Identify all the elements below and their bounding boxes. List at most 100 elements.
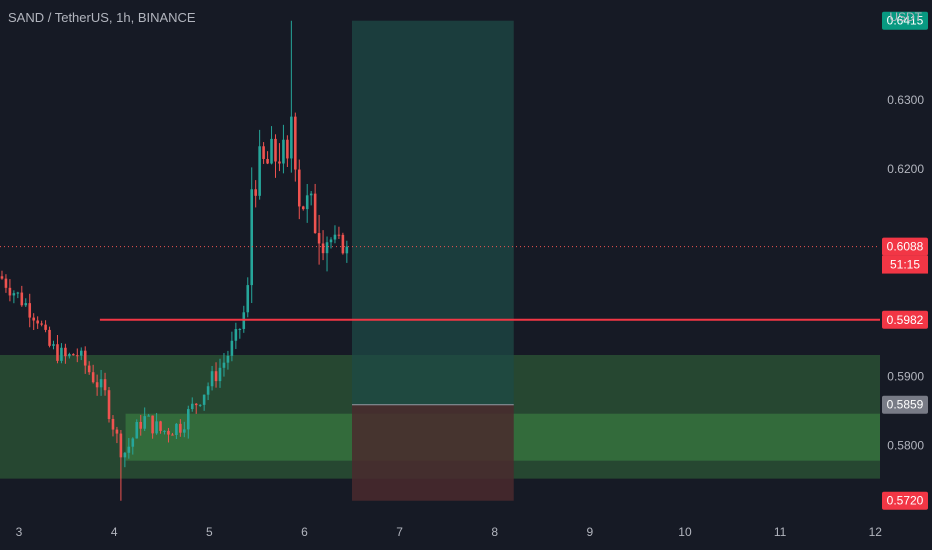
candle-body <box>83 350 87 366</box>
candle-body <box>301 206 305 210</box>
candle-body <box>309 193 313 196</box>
candle-body <box>79 350 83 356</box>
candle-body <box>36 320 39 324</box>
price-tag-label: 0.5859 <box>887 398 924 412</box>
candle-body <box>143 416 146 429</box>
price-tag <box>882 310 928 329</box>
candle-body <box>147 415 150 417</box>
candle-body <box>218 367 222 382</box>
candlesticks <box>0 20 349 501</box>
candle-body <box>278 161 281 164</box>
candle-body <box>12 293 16 296</box>
candle-body <box>187 409 190 430</box>
price-tag <box>882 491 928 510</box>
candle-body <box>40 323 43 325</box>
candle-body <box>313 193 317 234</box>
candle-body <box>127 446 131 453</box>
candle-body <box>175 423 178 436</box>
candle-body <box>274 138 277 162</box>
x-tick-label: 5 <box>206 525 213 539</box>
x-tick-label: 9 <box>586 525 593 539</box>
candle-body <box>214 371 218 382</box>
candle-body <box>254 189 257 196</box>
x-tick-label: 4 <box>111 525 118 539</box>
candle-body <box>52 344 55 346</box>
target-zone <box>352 20 514 405</box>
candle-body <box>64 347 67 357</box>
candle-body <box>183 429 186 433</box>
time-axis[interactable]: 3 4 5 6 7 8 9 10 11 12 <box>16 525 883 539</box>
candle-body <box>333 234 337 240</box>
y-tick-label: 0.6200 <box>887 162 924 176</box>
candle-body <box>325 242 329 254</box>
candle-body <box>115 429 119 434</box>
candle-body <box>95 382 99 388</box>
price-unit: USDT <box>889 10 922 24</box>
candle-body <box>107 390 111 419</box>
candle-body <box>44 324 47 330</box>
candle-body <box>179 423 182 433</box>
x-tick-label: 12 <box>869 525 883 539</box>
long-position-tool[interactable] <box>352 20 514 501</box>
candle-body <box>24 303 28 306</box>
candle-body <box>206 386 210 395</box>
candle-body <box>20 292 24 306</box>
candle-body <box>266 158 269 164</box>
candle-body <box>159 421 162 431</box>
y-tick-label: 0.5800 <box>887 438 924 452</box>
candle-body <box>91 372 95 383</box>
price-tag <box>882 237 928 256</box>
countdown-label: 51:15 <box>890 258 920 272</box>
candle-body <box>56 344 59 361</box>
candle-body <box>4 278 8 288</box>
candle-body <box>297 169 301 207</box>
candle-body <box>99 379 103 388</box>
price-axis[interactable]: 0.6300 0.6200 0.5900 0.5800 0.6415 0.6088 51:1… <box>882 11 928 510</box>
candle-body <box>226 355 230 363</box>
candle-body <box>32 317 35 321</box>
candle-body <box>60 347 63 361</box>
candle-body <box>68 354 71 357</box>
candle-body <box>28 303 32 318</box>
candle-body <box>119 433 123 458</box>
candle-body <box>139 421 143 429</box>
y-tick-label: 0.6300 <box>887 93 924 107</box>
candle-body <box>123 452 127 458</box>
price-lines <box>0 246 880 321</box>
candle-body <box>262 146 265 159</box>
candle-body <box>294 116 297 170</box>
candle-body <box>171 434 174 436</box>
x-tick-label: 8 <box>491 525 498 539</box>
stop-zone <box>352 404 514 501</box>
candle-body <box>111 418 115 430</box>
x-tick-label: 3 <box>16 525 23 539</box>
x-tick-label: 6 <box>301 525 308 539</box>
candle-body <box>345 246 349 254</box>
candle-body <box>76 355 79 357</box>
candle-body <box>87 365 91 373</box>
price-tag-label: 0.5720 <box>887 494 924 508</box>
candle-body <box>329 239 333 243</box>
candle-body <box>337 234 341 236</box>
candle-body <box>48 329 51 346</box>
candle-body <box>190 403 194 410</box>
candle-body <box>222 362 226 368</box>
candle-body <box>230 340 234 356</box>
candle-body <box>286 139 289 159</box>
symbol-title: SAND / TetherUS, 1h, BINANCE <box>8 10 196 25</box>
candle-body <box>210 371 214 387</box>
candle-body <box>16 292 20 294</box>
candle-body <box>194 403 198 406</box>
price-tag <box>882 11 928 30</box>
candle-body <box>305 195 309 210</box>
candle-body <box>163 430 166 432</box>
candle-body <box>198 404 202 406</box>
candle-body <box>246 285 250 313</box>
candle-body <box>0 276 4 279</box>
price-tag-label: 0.6415 <box>887 14 924 28</box>
x-tick-label: 11 <box>774 525 787 539</box>
candle-body <box>234 329 238 341</box>
candle-body <box>282 139 285 164</box>
y-tick-label: 0.5900 <box>887 369 924 383</box>
